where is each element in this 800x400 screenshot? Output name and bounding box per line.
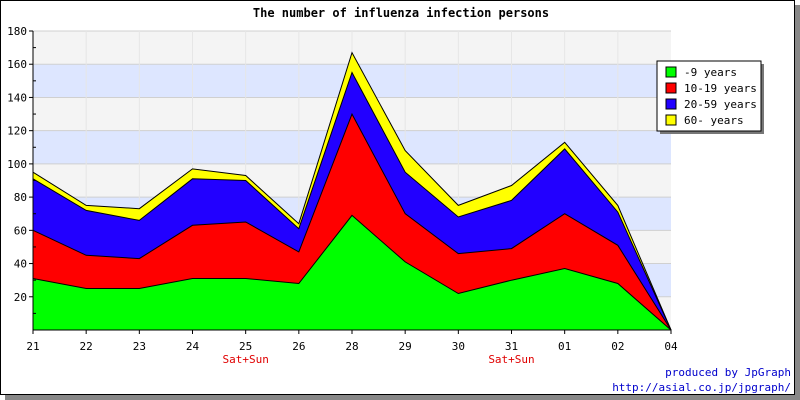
y-tick-label: 20 bbox=[14, 291, 27, 304]
x-tick-label: 31 bbox=[505, 340, 518, 353]
legend-swatch bbox=[665, 114, 677, 126]
legend-swatch bbox=[665, 98, 677, 110]
x-tick-label: 24 bbox=[186, 340, 200, 353]
x-tick-label: 02 bbox=[611, 340, 624, 353]
area-outline-3 bbox=[32, 51, 672, 331]
y-tick-label: 160 bbox=[7, 58, 27, 71]
credit-url[interactable]: http://asial.co.jp/jpgraph/ bbox=[612, 381, 791, 394]
x-tick-label: 25 bbox=[239, 340, 252, 353]
legend-label: 20-59 years bbox=[684, 98, 757, 111]
y-tick-label: 40 bbox=[14, 258, 27, 271]
y-tick-label: 120 bbox=[7, 125, 27, 138]
x-tick-sublabel: Sat+Sun bbox=[222, 353, 268, 366]
area-outline-2 bbox=[32, 71, 672, 331]
chart-title: The number of influenza infection person… bbox=[253, 6, 549, 20]
y-tick-label: 60 bbox=[14, 224, 27, 237]
legend-label: 60- years bbox=[684, 114, 744, 127]
x-tick-label: 29 bbox=[399, 340, 412, 353]
x-tick-label: 23 bbox=[133, 340, 146, 353]
x-tick-label: 01 bbox=[558, 340, 571, 353]
legend-label: -9 years bbox=[684, 66, 737, 79]
x-tick-label: 26 bbox=[292, 340, 305, 353]
area-outline-0 bbox=[32, 214, 672, 331]
area-series-0 bbox=[33, 215, 671, 330]
x-tick-label: 30 bbox=[452, 340, 465, 353]
legend-swatch bbox=[665, 66, 677, 78]
y-tick-label: 80 bbox=[14, 191, 27, 204]
x-tick-label: 21 bbox=[26, 340, 39, 353]
y-tick-label: 180 bbox=[7, 25, 27, 38]
area-series-1 bbox=[33, 114, 671, 330]
area-series-2 bbox=[33, 72, 671, 330]
y-tick-label: 100 bbox=[7, 158, 27, 171]
legend: -9 years 10-19 years 20-59 years 60- years bbox=[656, 60, 764, 134]
y-tick-label: 140 bbox=[7, 91, 27, 104]
legend-label: 10-19 years bbox=[684, 82, 757, 95]
credit-produced-by: produced by JpGraph bbox=[665, 366, 791, 379]
x-tick-sublabel: Sat+Sun bbox=[488, 353, 534, 366]
area-outline-1 bbox=[32, 112, 672, 331]
x-tick-label: 04 bbox=[664, 340, 678, 353]
x-tick-label: 28 bbox=[345, 340, 358, 353]
area-series-group bbox=[32, 51, 672, 331]
x-tick-label: 22 bbox=[80, 340, 93, 353]
legend-swatch bbox=[665, 82, 677, 94]
